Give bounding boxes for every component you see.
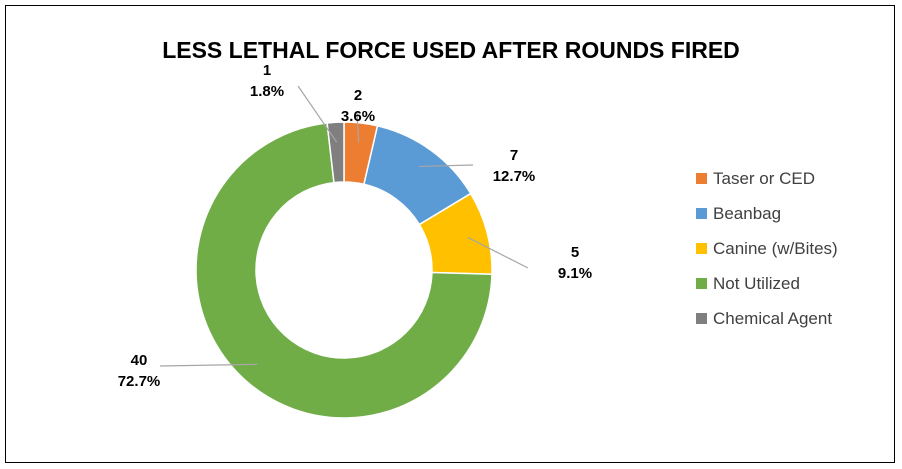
legend-label-taser-or-ced: Taser or CED (713, 169, 815, 188)
legend-swatch-taser-or-ced (696, 173, 707, 184)
leader-line-not-utilized (159, 363, 258, 367)
chart-title: LESS LETHAL FORCE USED AFTER ROUNDS FIRE… (162, 37, 740, 63)
legend-swatch-beanbag (696, 208, 707, 219)
data-label-value-chemical-agent: 1 (263, 62, 271, 79)
leader-line-chemical-agent (297, 85, 338, 143)
data-label-value-not-utilized: 40 (131, 352, 148, 369)
data-label-percent-not-utilized: 72.7% (118, 373, 161, 390)
legend: Taser or CED Beanbag Canine (w/Bites) Not U… (696, 169, 838, 328)
slice-not-utilized (195, 122, 493, 419)
slices (195, 121, 493, 419)
doughnut-chart: LESS LETHAL FORCE USED AFTER ROUNDS FIRE… (118, 37, 838, 419)
data-label-value-taser-or-ced: 2 (354, 87, 362, 104)
legend-swatch-canine-w-bites (696, 243, 707, 254)
data-label-percent-beanbag: 12.7% (493, 168, 536, 185)
data-label-percent-taser-or-ced: 3.6% (341, 108, 375, 125)
leader-line-taser-or-ced (356, 112, 360, 143)
legend-label-canine-w-bites: Canine (w/Bites) (713, 239, 838, 258)
data-label-value-canine-w-bites: 5 (571, 244, 579, 261)
data-label-value-beanbag: 7 (510, 147, 518, 164)
leader-line-canine-w-bites (467, 236, 529, 269)
data-label-percent-chemical-agent: 1.8% (250, 83, 284, 100)
legend-label-not-utilized: Not Utilized (713, 274, 800, 293)
leader-line-beanbag (419, 164, 474, 168)
slice-chemical-agent (326, 121, 345, 184)
legend-label-beanbag: Beanbag (713, 204, 781, 223)
legend-swatch-chemical-agent (696, 313, 707, 324)
data-label-percent-canine-w-bites: 9.1% (558, 265, 592, 282)
data-labels: 2 3.6% 7 12.7% 5 9.1% 40 72.7% 1 1.8% (118, 62, 592, 390)
leader-lines (159, 85, 529, 367)
chart-frame: LESS LETHAL FORCE USED AFTER ROUNDS FIRE… (5, 5, 895, 463)
legend-label-chemical-agent: Chemical Agent (713, 309, 832, 328)
legend-swatch-not-utilized (696, 278, 707, 289)
